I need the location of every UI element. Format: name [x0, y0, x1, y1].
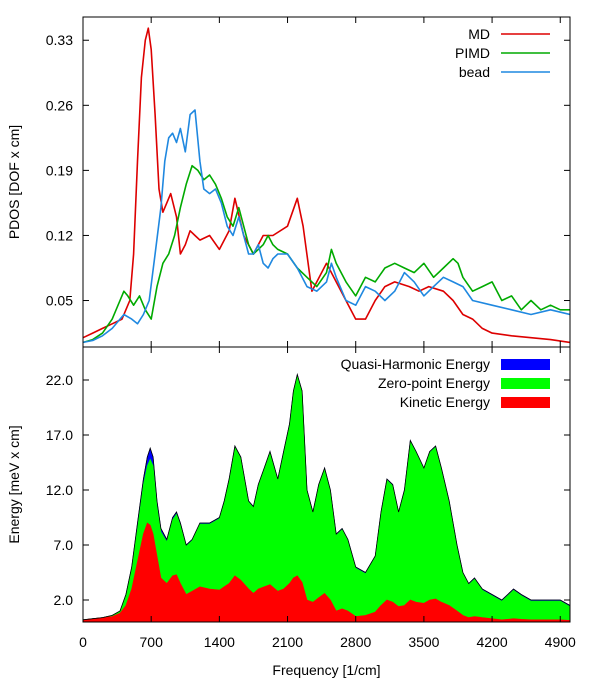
- pdos-ytick-label-2: 0.19: [46, 162, 73, 178]
- energy-ytick-label-4: 22.0: [46, 372, 73, 388]
- energy-ytick-label-2: 12.0: [46, 482, 73, 498]
- pdos-legend-label-1: PIMD: [455, 45, 490, 61]
- energy-xtick-label-4: 2800: [340, 634, 371, 650]
- pdos-legend-label-2: bead: [459, 64, 490, 80]
- energy-xtick-label-3: 2100: [272, 634, 303, 650]
- energy-xtick-label-2: 1400: [204, 634, 235, 650]
- energy-area-outline: [83, 372, 570, 621]
- pdos-frame: [82, 16, 571, 348]
- energy-xtick-label-7: 4900: [545, 634, 576, 650]
- pdos-ytick-label-4: 0.33: [46, 32, 73, 48]
- energy-ytick-label-1: 7.0: [54, 537, 74, 553]
- pdos-line-1: [83, 164, 570, 344]
- energy-ylabel: Energy [meV x cm]: [6, 425, 22, 543]
- energy-xtick-label-5: 3500: [408, 634, 439, 650]
- pdos-legend-label-0: MD: [468, 26, 490, 42]
- pdos-ytick-label-1: 0.12: [46, 227, 73, 243]
- energy-legend-swatch-0: [501, 359, 550, 370]
- energy-xtick-label-0: 0: [79, 634, 87, 650]
- energy-xtick-label-6: 4200: [477, 634, 508, 650]
- pdos-panel: 0.05 0.12 0.19 0.26 0.33 PDOS [DOF x cm] MD PIM…: [6, 16, 571, 348]
- energy-area-2: [83, 522, 570, 622]
- energy-legend-swatch-2: [501, 397, 550, 408]
- energy-series-group: [83, 372, 570, 622]
- pdos-ylabel: PDOS [DOF x cm]: [6, 125, 22, 239]
- energy-xtick-label-1: 700: [140, 634, 164, 650]
- pdos-ytick-label-0: 0.05: [46, 293, 73, 309]
- pdos-ytick-label-3: 0.26: [46, 97, 73, 113]
- energy-panel: 2.0 7.0 12.0 17.0 22.0 0 700 1400 2100 2800 3500 42…: [6, 346, 576, 678]
- energy-legend-label-1: Zero-point Energy: [378, 375, 490, 391]
- pdos-series-group: [83, 27, 570, 344]
- energy-legend-label-0: Quasi-Harmonic Energy: [341, 356, 490, 372]
- energy-ytick-label-3: 17.0: [46, 427, 73, 443]
- energy-ytick-label-0: 2.0: [54, 592, 74, 608]
- energy-xlabel: Frequency [1/cm]: [272, 662, 380, 678]
- pdos-line-2: [83, 109, 570, 344]
- energy-legend-swatch-1: [501, 378, 550, 389]
- energy-legend-label-2: Kinetic Energy: [400, 394, 490, 410]
- energy-frame: [82, 346, 571, 623]
